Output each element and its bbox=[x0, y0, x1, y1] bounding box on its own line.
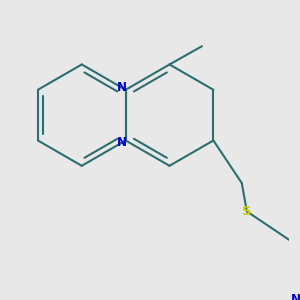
Text: N: N bbox=[117, 136, 127, 149]
Text: N: N bbox=[117, 81, 127, 94]
Text: N: N bbox=[290, 293, 300, 300]
Text: S: S bbox=[242, 205, 252, 218]
